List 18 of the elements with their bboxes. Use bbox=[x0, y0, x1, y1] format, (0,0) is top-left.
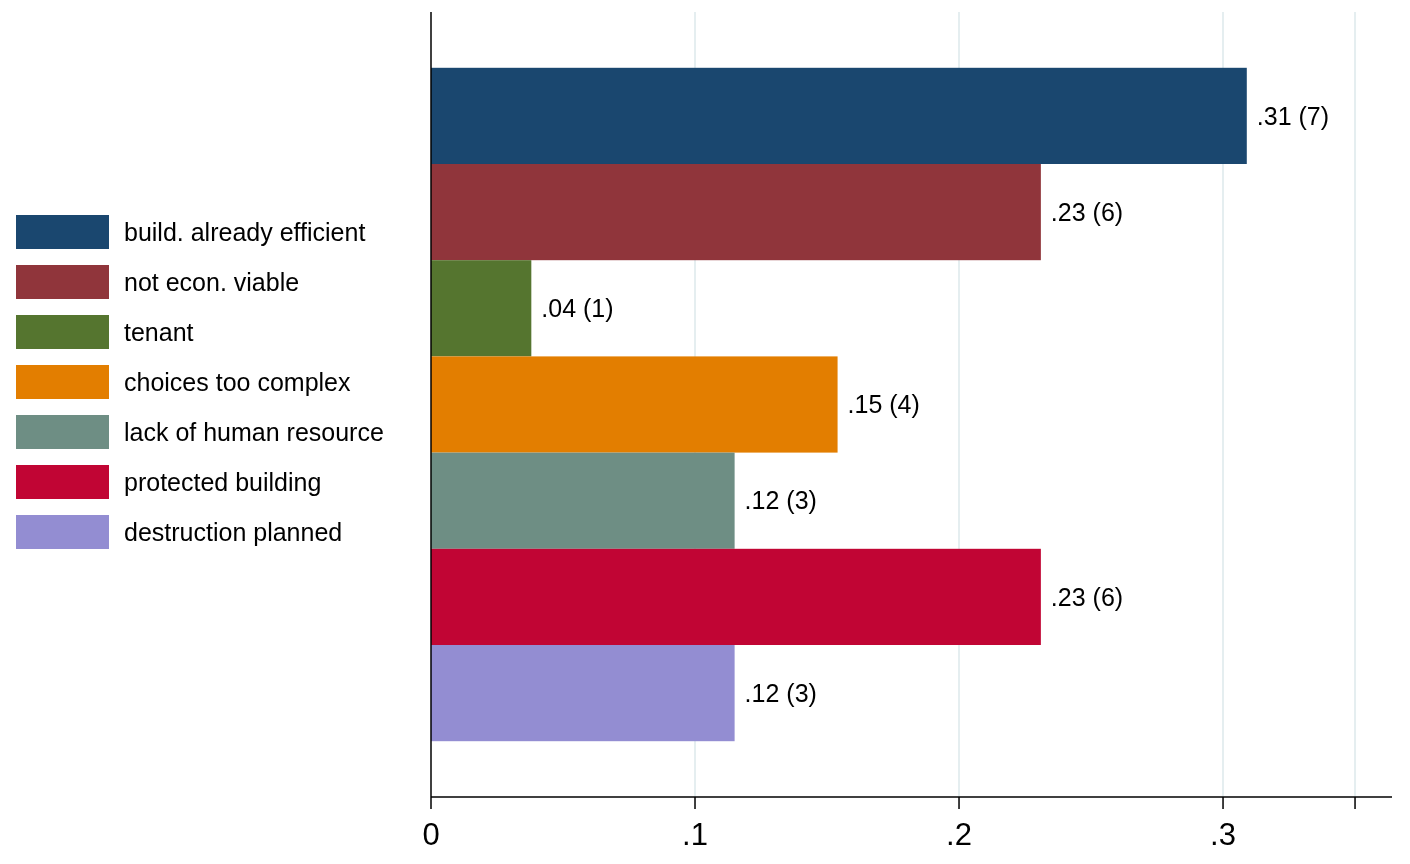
x-tick-label: .3 bbox=[1210, 817, 1236, 852]
legend-label: not econ. viable bbox=[124, 267, 300, 296]
legend-label: lack of human resource bbox=[124, 417, 384, 446]
data-label: .31 (7) bbox=[1256, 101, 1330, 130]
data-label: .12 (3) bbox=[744, 486, 817, 515]
data-label: .15 (4) bbox=[847, 390, 920, 419]
legend-label: build. already efficient bbox=[124, 217, 366, 246]
data-label: .12 (3) bbox=[744, 678, 817, 707]
legend-label: tenant bbox=[124, 317, 194, 346]
data-label: .23 (6) bbox=[1050, 582, 1124, 611]
data-label: .23 (6) bbox=[1050, 197, 1124, 226]
legend-label: choices too complex bbox=[124, 367, 351, 396]
x-tick-label: .2 bbox=[946, 817, 972, 852]
legend-label: protected building bbox=[124, 467, 322, 496]
data-label: .04 (1) bbox=[541, 294, 614, 323]
x-tick-label: 0 bbox=[422, 817, 440, 852]
x-tick-label: .1 bbox=[682, 817, 708, 852]
legend-label: destruction planned bbox=[124, 517, 343, 546]
